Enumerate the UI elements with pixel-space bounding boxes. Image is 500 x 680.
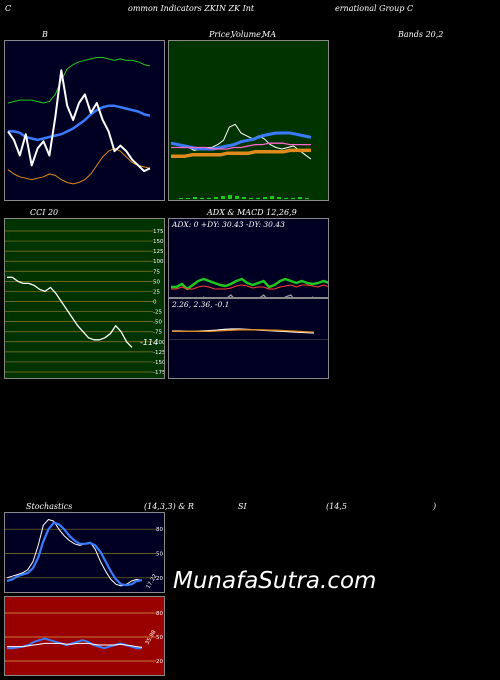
price_ma-series-price	[171, 123, 312, 160]
price-ma-chart	[170, 123, 312, 199]
bands-title-left: B	[42, 30, 48, 39]
stoch-tick-label: 50	[156, 552, 163, 558]
volume-bar	[235, 196, 239, 199]
cci-tick-label: -150	[153, 360, 165, 366]
stoch-params: (14,3,3) & R	[144, 502, 194, 511]
rsi-panel: 80 50 20 35.98	[4, 596, 165, 676]
volume-bar	[284, 198, 288, 199]
adx-series--di	[171, 277, 328, 291]
rsi-series-rsi	[7, 637, 142, 650]
cci-title: CCI 20	[30, 208, 59, 217]
volume-bar	[186, 198, 190, 199]
cci-tick-label: -125	[153, 350, 165, 356]
volume-bar	[179, 198, 183, 199]
rsi-tick-label: 20	[156, 659, 163, 665]
macd-series-signal	[172, 329, 315, 333]
bands-title-right: Bands 20,2	[398, 30, 444, 39]
adx-series--di	[171, 284, 328, 290]
rsi-series-rsi-ma	[7, 642, 143, 648]
adx-readout: ADX: 0 +DY: 30.43 -DY: 30.43	[172, 220, 285, 229]
cci-tick-label: -75	[153, 330, 162, 336]
header-left: C	[5, 4, 12, 13]
volume-bar	[193, 197, 197, 199]
macd-panel: 2.26, 2.36, -0.1	[168, 298, 329, 379]
stochastics-panel: 80 50 20 17.22	[4, 512, 165, 593]
volume-bar	[214, 197, 218, 199]
cci-tick-label: -175	[153, 370, 165, 376]
cci-series-cci	[7, 276, 133, 348]
volume-bar	[298, 197, 302, 199]
volume-bar	[242, 197, 246, 199]
rsi-params-close: )	[433, 502, 437, 511]
stoch-tick-label: 80	[156, 527, 163, 533]
cci-panel: 175 150 125 100 75 50 25 0 -25 -50 -75 -100 -125 -150…	[4, 218, 165, 379]
ma-title: MA	[262, 30, 276, 39]
cci-tick-label: 175	[153, 229, 164, 235]
volume-bar	[270, 196, 274, 199]
volume-bar	[207, 198, 211, 199]
cci-chart: 175 150 125 100 75 50 25 0 -25 -50 -75 -100 -125 -150…	[5, 229, 165, 376]
cci-tick-label: 125	[153, 249, 164, 255]
cci-tick-label: -25	[153, 310, 162, 316]
cci-tick-label: -100	[153, 340, 165, 346]
rsi-tick-label: 50	[156, 635, 163, 641]
header-title-right: ernational Group C	[335, 4, 414, 13]
watermark: MunafaSutra.com	[173, 568, 377, 594]
bollinger-panel	[4, 40, 165, 201]
volume-title: Volume,	[231, 30, 264, 39]
cci-tick-label: 150	[153, 239, 164, 245]
rsi-params: (14,5	[326, 502, 347, 511]
bollinger-series-price	[7, 69, 151, 173]
rsi-title: SI	[238, 502, 247, 511]
volume-bar	[277, 197, 281, 199]
adx-panel: ADX: 0 +DY: 30.43 -DY: 30.43	[168, 218, 329, 298]
stochastics-series--k	[6, 519, 143, 587]
price-title: Price,	[209, 30, 233, 39]
price-ma-panel	[168, 40, 329, 201]
cci-tick-label: 25	[153, 289, 160, 295]
adx-chart	[171, 277, 328, 297]
volume-bar	[291, 198, 295, 199]
bollinger-series-lower	[7, 147, 151, 185]
cci-tick-label: 75	[153, 269, 160, 275]
rsi-tick-label: 80	[156, 611, 163, 617]
price_ma-series-ma-long	[171, 148, 311, 158]
volume-bar	[228, 195, 232, 199]
cci-tick-label: -50	[153, 320, 162, 326]
volume-bar	[200, 198, 204, 199]
volume-bar	[305, 198, 309, 199]
bollinger-series-middle	[8, 104, 151, 142]
volume-bar	[256, 198, 260, 199]
adx-macd-title: ADX & MACD 12,26,9	[207, 208, 297, 217]
bollinger-chart	[7, 57, 151, 185]
cci-tick-label: 100	[153, 259, 164, 265]
bollinger-series-upper	[7, 57, 151, 104]
stochastics-series--d	[6, 521, 143, 587]
macd-readout: 2.26, 2.36, -0.1	[172, 300, 230, 309]
stoch-title: Stochastics	[26, 502, 73, 511]
cci-last-value: -114	[140, 338, 158, 347]
cci-tick-label: 0	[153, 300, 157, 306]
stoch-tick-label: 20	[156, 576, 163, 582]
macd-chart	[169, 328, 328, 340]
price_ma-series-ma-mid	[171, 142, 311, 150]
cci-tick-label: 50	[153, 279, 160, 285]
volume-bar	[263, 197, 267, 199]
volume-bar	[221, 196, 225, 199]
volume-bar	[249, 198, 253, 199]
header-title: ommon Indicators ZKIN ZK Int	[128, 4, 255, 13]
